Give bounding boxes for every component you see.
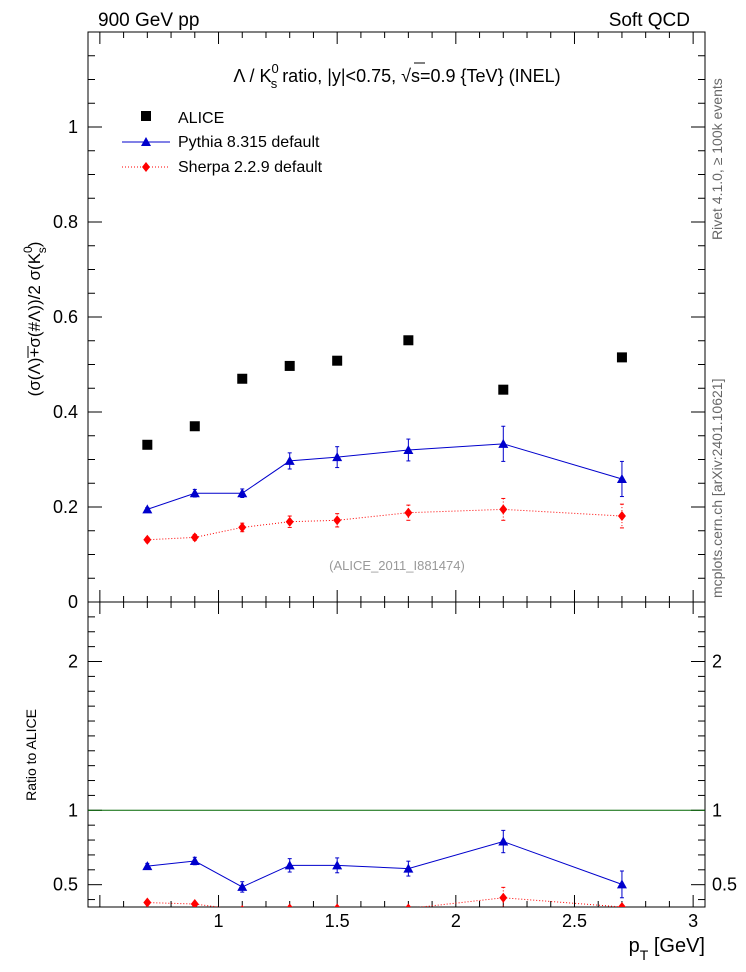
legend-marker-pythia bbox=[141, 137, 151, 146]
title-prefix: Λ / K bbox=[233, 66, 271, 86]
ratio-point-pythia bbox=[284, 860, 295, 870]
ratio-point-sherpa bbox=[334, 903, 340, 907]
y-tick-label: 0.2 bbox=[53, 497, 78, 517]
point-sherpa bbox=[617, 511, 626, 522]
y-tick-label: 1 bbox=[68, 117, 78, 137]
point-pythia bbox=[403, 445, 414, 454]
y-tick-label: 0.6 bbox=[53, 307, 78, 327]
ratio-tick-label-right: 1 bbox=[712, 800, 722, 820]
point-alice bbox=[142, 439, 153, 450]
point-pythia bbox=[616, 473, 627, 483]
y-axis-title-sup: 0 bbox=[21, 246, 35, 253]
x-tick-label: 3 bbox=[688, 911, 698, 931]
y-axis-title-text: (σ(Λ)+σ(#Λ))/2 σ(K bbox=[25, 252, 44, 396]
chart-title: Λ / K0 s ratio, |y|<0.75, √s=0.9 {TeV} (I… bbox=[233, 61, 560, 91]
point-pythia bbox=[237, 488, 248, 498]
ratio-point-sherpa bbox=[286, 903, 293, 907]
ratio-tick-label: 2 bbox=[68, 652, 78, 672]
ratio-tick-label-right: 2 bbox=[712, 652, 722, 672]
series-line-sherpa bbox=[147, 508, 622, 541]
ratio-point-pythia bbox=[237, 881, 248, 891]
point-sherpa bbox=[333, 515, 342, 526]
ratio-point-pythia bbox=[403, 863, 414, 873]
point-alice bbox=[189, 421, 200, 432]
x-tick-label: 2.5 bbox=[562, 911, 587, 931]
ratio-point-pythia bbox=[332, 860, 343, 870]
y-axis-title-sub: s bbox=[35, 247, 49, 253]
x-tick-label: 1.5 bbox=[325, 911, 350, 931]
rivet-label: Rivet 4.1.0, ≥ 100k events bbox=[709, 78, 725, 240]
ratio-point-pythia bbox=[189, 856, 200, 866]
legend-label-pythia: Pythia 8.315 default bbox=[178, 134, 320, 151]
x-tick-label: 1 bbox=[214, 911, 224, 931]
point-sherpa bbox=[190, 532, 199, 543]
ratio-tick-label-right: 0.5 bbox=[712, 875, 737, 895]
point-sherpa bbox=[404, 507, 413, 518]
title-rest: ratio, |y|<0.75, bbox=[277, 66, 401, 86]
point-sherpa bbox=[238, 522, 247, 533]
x-tick-label: 2 bbox=[451, 911, 461, 931]
ratio-axis-title: Ratio to ALICE bbox=[23, 709, 39, 801]
point-alice bbox=[237, 373, 248, 384]
point-pythia bbox=[284, 455, 295, 465]
x-axis-title-sub: T bbox=[640, 947, 649, 963]
legend-label-sherpa: Sherpa 2.2.9 default bbox=[178, 159, 323, 176]
title-sqrt: √ bbox=[401, 66, 411, 86]
legend-marker-sherpa bbox=[142, 162, 150, 172]
y-axis-title: (σ(Λ)+σ(#Λ))/2 σ(K0s) bbox=[21, 242, 49, 397]
point-pythia bbox=[142, 504, 153, 514]
ratio-point-pythia bbox=[498, 836, 509, 846]
ratio-tick-label: 0.5 bbox=[53, 875, 78, 895]
y-axis-title-close: ) bbox=[25, 242, 44, 248]
x-axis-title-unit: [GeV] bbox=[648, 935, 705, 957]
ratio-point-sherpa bbox=[190, 899, 199, 907]
x-axis-title: pT [GeV] bbox=[629, 935, 705, 963]
y-tick-label: 0.4 bbox=[53, 402, 78, 422]
header-left: 900 GeV pp bbox=[98, 10, 199, 31]
analysis-watermark: (ALICE_2011_I881474) bbox=[329, 558, 465, 573]
legend: ALICE Pythia 8.315 default Sherpa 2.2.9 … bbox=[122, 110, 323, 176]
legend-marker-alice bbox=[141, 111, 151, 121]
point-pythia bbox=[332, 452, 343, 462]
point-alice bbox=[616, 352, 627, 363]
point-pythia bbox=[189, 488, 200, 498]
ratio-panel-frame bbox=[87, 601, 706, 908]
y-tick-label: 0.8 bbox=[53, 212, 78, 232]
ratio-series-group bbox=[142, 829, 627, 907]
title-sub: s bbox=[271, 76, 278, 91]
point-alice bbox=[403, 335, 414, 346]
title-energy: s=0.9 {TeV} (INEL) bbox=[411, 66, 561, 86]
ratio-tick-label: 1 bbox=[68, 800, 78, 820]
series-line-pythia bbox=[147, 443, 623, 510]
point-sherpa bbox=[499, 504, 508, 515]
point-alice bbox=[284, 360, 295, 371]
point-alice bbox=[498, 384, 509, 395]
point-alice bbox=[332, 355, 343, 366]
title-sup: 0 bbox=[271, 61, 278, 76]
ratio-point-sherpa bbox=[617, 902, 626, 907]
ratio-point-sherpa bbox=[499, 892, 508, 903]
mcplots-label: mcplots.cern.ch [arXiv:2401.10621] bbox=[709, 379, 725, 598]
ratio-point-sherpa bbox=[405, 903, 412, 907]
point-sherpa bbox=[143, 534, 152, 545]
point-pythia bbox=[498, 438, 509, 448]
ratio-point-pythia bbox=[616, 879, 627, 889]
x-axis-title-p: p bbox=[629, 935, 640, 957]
ratio-point-pythia bbox=[142, 861, 153, 871]
point-sherpa bbox=[285, 516, 294, 527]
ratio-line-pythia bbox=[147, 841, 623, 888]
ratio-point-sherpa bbox=[143, 897, 152, 907]
y-tick-label: 0 bbox=[68, 592, 78, 612]
ratio-point-sherpa bbox=[240, 904, 244, 907]
legend-label-alice: ALICE bbox=[178, 110, 224, 127]
header-right: Soft QCD bbox=[609, 10, 690, 31]
